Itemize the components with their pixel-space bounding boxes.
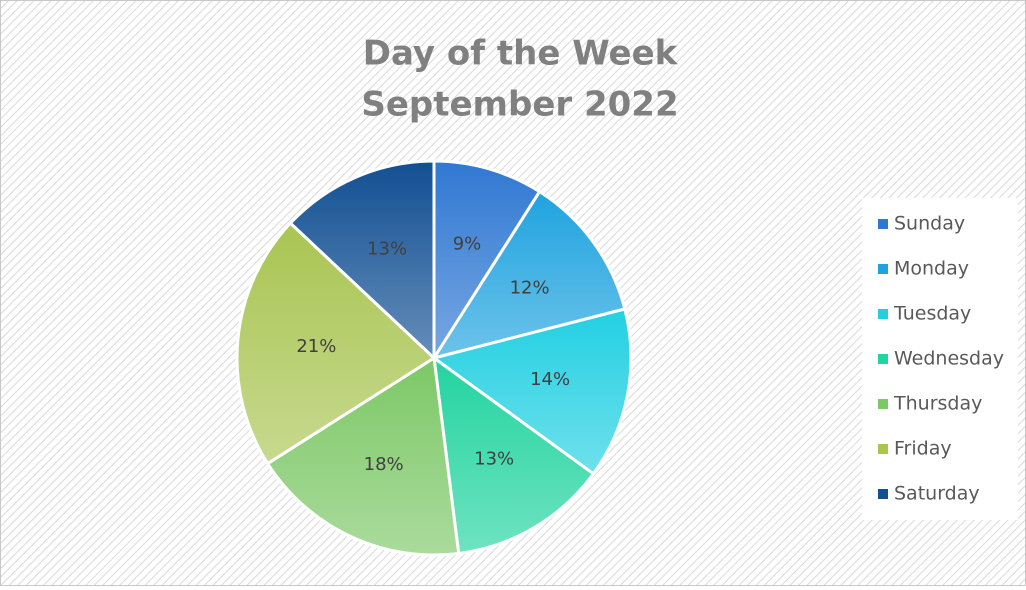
- legend-swatch: [878, 309, 888, 319]
- pie-slice: [430, 189, 627, 361]
- data-label: 21%: [296, 336, 336, 357]
- data-label: 18%: [364, 454, 404, 475]
- chart-subtitle: September 2022: [361, 85, 678, 125]
- chart-title: Day of the Week: [363, 34, 679, 74]
- pie-slice: [265, 355, 461, 557]
- legend-label: Thursday: [893, 393, 982, 415]
- legend-label: Saturday: [894, 483, 980, 505]
- legend-label: Tuesday: [893, 303, 971, 325]
- legend-swatch: [878, 399, 888, 409]
- legend-swatch: [878, 489, 888, 499]
- pie-slice: [235, 221, 437, 466]
- legend-swatch: [878, 219, 888, 229]
- pie-slice: [430, 307, 633, 476]
- legend-swatch: [878, 354, 888, 364]
- pie-slice: [432, 354, 596, 556]
- legend-label: Monday: [894, 258, 969, 280]
- legend-label: Friday: [894, 438, 952, 460]
- legend-label: Wednesday: [894, 348, 1004, 370]
- legend-swatch: [878, 264, 888, 274]
- pie-slice: [432, 159, 542, 364]
- data-label: 14%: [530, 369, 570, 390]
- data-label: 9%: [453, 233, 482, 254]
- legend-label: Sunday: [894, 213, 965, 235]
- data-label: 13%: [367, 239, 407, 260]
- legend-swatch: [878, 444, 888, 454]
- pie-slice: [288, 159, 436, 362]
- data-label: 12%: [510, 278, 550, 299]
- data-label: 13%: [474, 449, 514, 470]
